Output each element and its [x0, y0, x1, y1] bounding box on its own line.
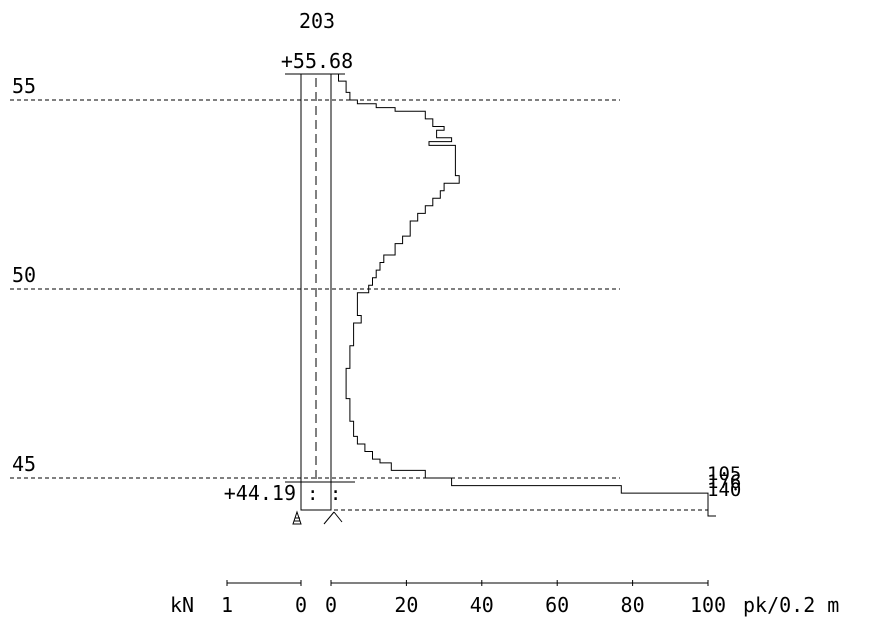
axis-left-tick-label-1: 1 [221, 593, 233, 617]
axis-left-tick-label-0: 0 [295, 593, 307, 617]
top-level-label: +55.68 [281, 49, 353, 73]
stop-symbol [323, 511, 343, 525]
sounding-column: : : [285, 73, 355, 511]
axis-right-tick-label-20: 20 [394, 593, 418, 617]
depth-label-55: 55 [12, 74, 36, 98]
axis-right: 0 20 40 60 80 100 [325, 580, 726, 617]
end-label-105: 105 [707, 463, 741, 485]
axis-right-tick-label-40: 40 [470, 593, 494, 617]
axis-right-tick-label-0: 0 [325, 593, 337, 617]
axis-right-tick-label-80: 80 [621, 593, 645, 617]
end-label-140: 140 [707, 479, 741, 501]
penetration-profile [338, 74, 709, 498]
chart-title: 203 [299, 9, 335, 33]
bottom-fill-pattern: : : [307, 483, 341, 505]
bottom-level-label: +44.19 [224, 481, 296, 505]
rock-symbol [292, 510, 302, 525]
end-bracket [707, 496, 716, 517]
depth-label-45: 45 [12, 452, 36, 476]
axis-right-tick-label-60: 60 [545, 593, 569, 617]
axis-right-unit: pk/0.2 m [743, 593, 839, 617]
depth-grid: 55 50 45 [10, 74, 620, 479]
axis-left-unit: kN [170, 593, 194, 617]
depth-label-50: 50 [12, 263, 36, 287]
end-label-176: 176 [707, 471, 741, 493]
axis-right-tick-label-100: 100 [690, 593, 726, 617]
